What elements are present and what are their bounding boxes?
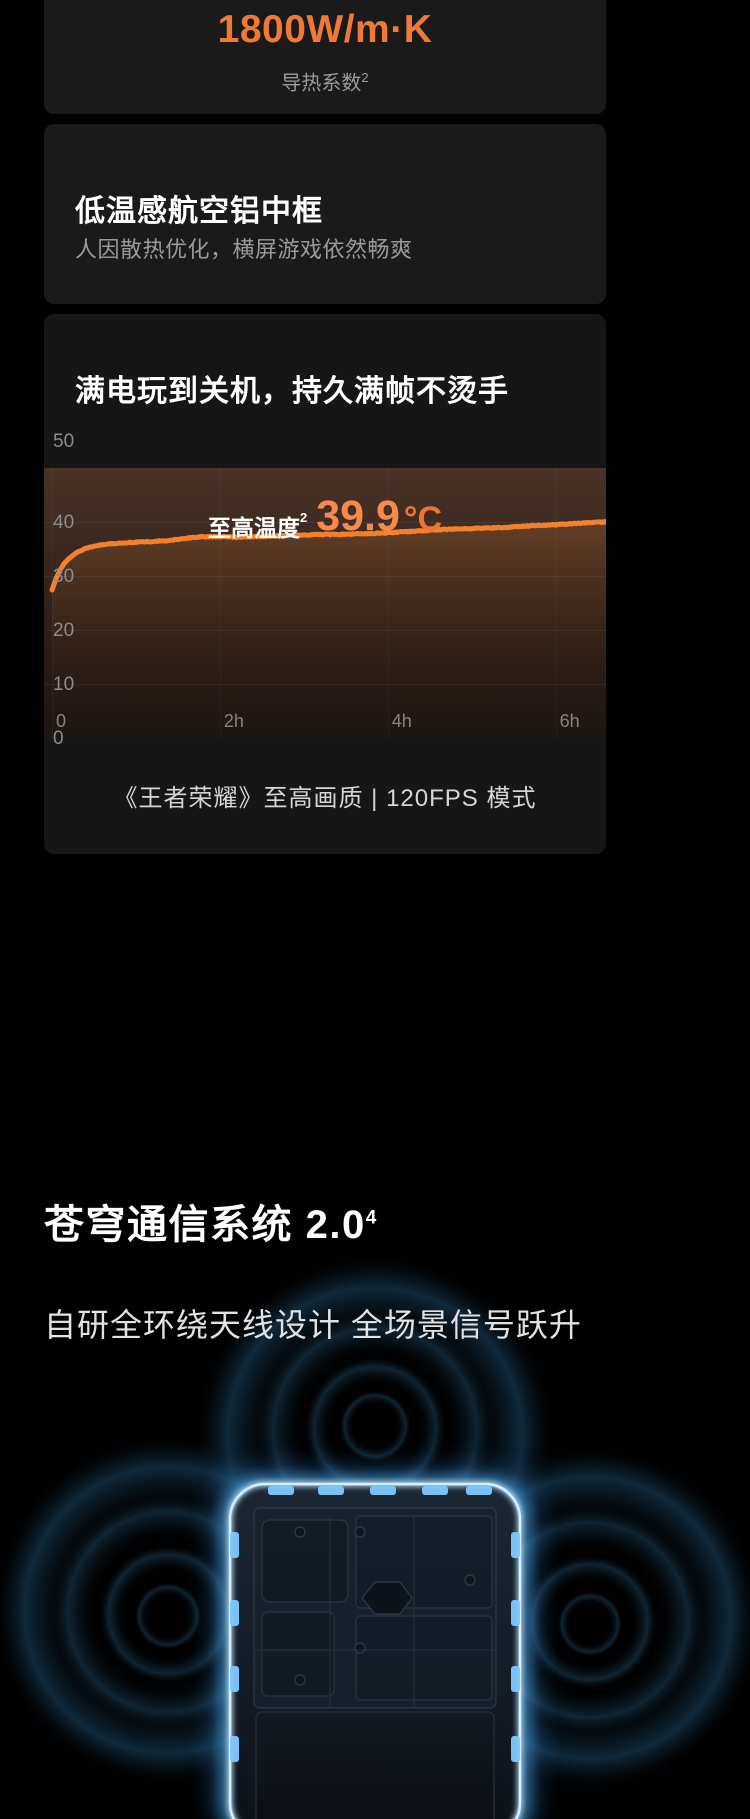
phone-antenna-xray-illustration bbox=[0, 1180, 750, 1819]
thermal-conductivity-card: 1800W/m·K 导热系数2 bbox=[44, 0, 606, 114]
thermal-label-text: 导热系数 bbox=[281, 72, 362, 95]
chart-vertical-gridline bbox=[52, 468, 53, 738]
temperature-chart: 0 10 20 30 40 50 0 2h 4h 6h bbox=[44, 428, 606, 748]
chart-line-svg bbox=[49, 519, 606, 738]
frame-subtitle: 人因散热优化，横屏游戏依然畅爽 bbox=[75, 237, 413, 262]
chart-x-tick-label: 6h bbox=[559, 711, 580, 731]
chart-y-tick-label: 0 bbox=[53, 728, 64, 749]
comms-title-text: 苍穹通信系统 2.0 bbox=[44, 1203, 366, 1247]
chart-x-tick-label: 0 bbox=[56, 711, 67, 731]
chart-y-tick-label: 40 bbox=[53, 512, 75, 533]
chart-x-tick-label: 2h bbox=[223, 711, 244, 731]
readout-unit: °C bbox=[403, 500, 443, 538]
readout-label: 至高温度 bbox=[207, 515, 300, 541]
chart-vertical-gridline bbox=[555, 468, 557, 738]
chart-caption: 《王者荣耀》至高画质 | 120FPS 模式 bbox=[113, 785, 537, 812]
chart-y-tick-label: 50 bbox=[53, 431, 75, 452]
chart-plot-area bbox=[44, 468, 606, 738]
chart-gridline bbox=[44, 576, 606, 577]
thermal-value: 1800W/m·K bbox=[217, 8, 433, 51]
comms-section-subtitle: 自研全环绕天线设计 全场景信号跃升 bbox=[44, 1307, 582, 1343]
max-temperature-readout: 至高温度2 39.9 °C bbox=[44, 492, 606, 543]
chart-y-tick-label: 30 bbox=[53, 566, 75, 587]
aluminum-frame-card: 低温感航空铝中框 人因散热优化，横屏游戏依然畅爽 bbox=[44, 124, 606, 304]
chart-gridline bbox=[44, 630, 606, 631]
readout-label-superscript: 2 bbox=[299, 510, 308, 525]
chart-gridline bbox=[44, 684, 606, 685]
chart-vertical-gridline bbox=[219, 468, 221, 738]
chart-x-tick-label: 4h bbox=[391, 711, 412, 731]
chart-y-tick-label: 20 bbox=[53, 620, 75, 641]
thermal-label-superscript: 2 bbox=[361, 70, 369, 85]
chart-gridline bbox=[44, 522, 606, 523]
comms-section-title: 苍穹通信系统 2.04 bbox=[44, 1192, 378, 1250]
chart-card-title: 满电玩到关机，持久满帧不烫手 bbox=[75, 375, 509, 408]
readout-value: 39.9 bbox=[316, 492, 400, 540]
antenna-hero-image bbox=[0, 1180, 750, 1819]
comms-title-superscript: 4 bbox=[365, 1207, 378, 1229]
frame-title: 低温感航空铝中框 bbox=[75, 195, 323, 228]
chart-vertical-gridline bbox=[387, 468, 389, 738]
chart-y-tick-label: 10 bbox=[53, 674, 75, 695]
thermal-label: 导热系数2 bbox=[44, 71, 606, 94]
temperature-chart-card: 满电玩到关机，持久满帧不烫手 0 10 20 30 40 50 0 2h 4h 6h bbox=[44, 314, 606, 854]
